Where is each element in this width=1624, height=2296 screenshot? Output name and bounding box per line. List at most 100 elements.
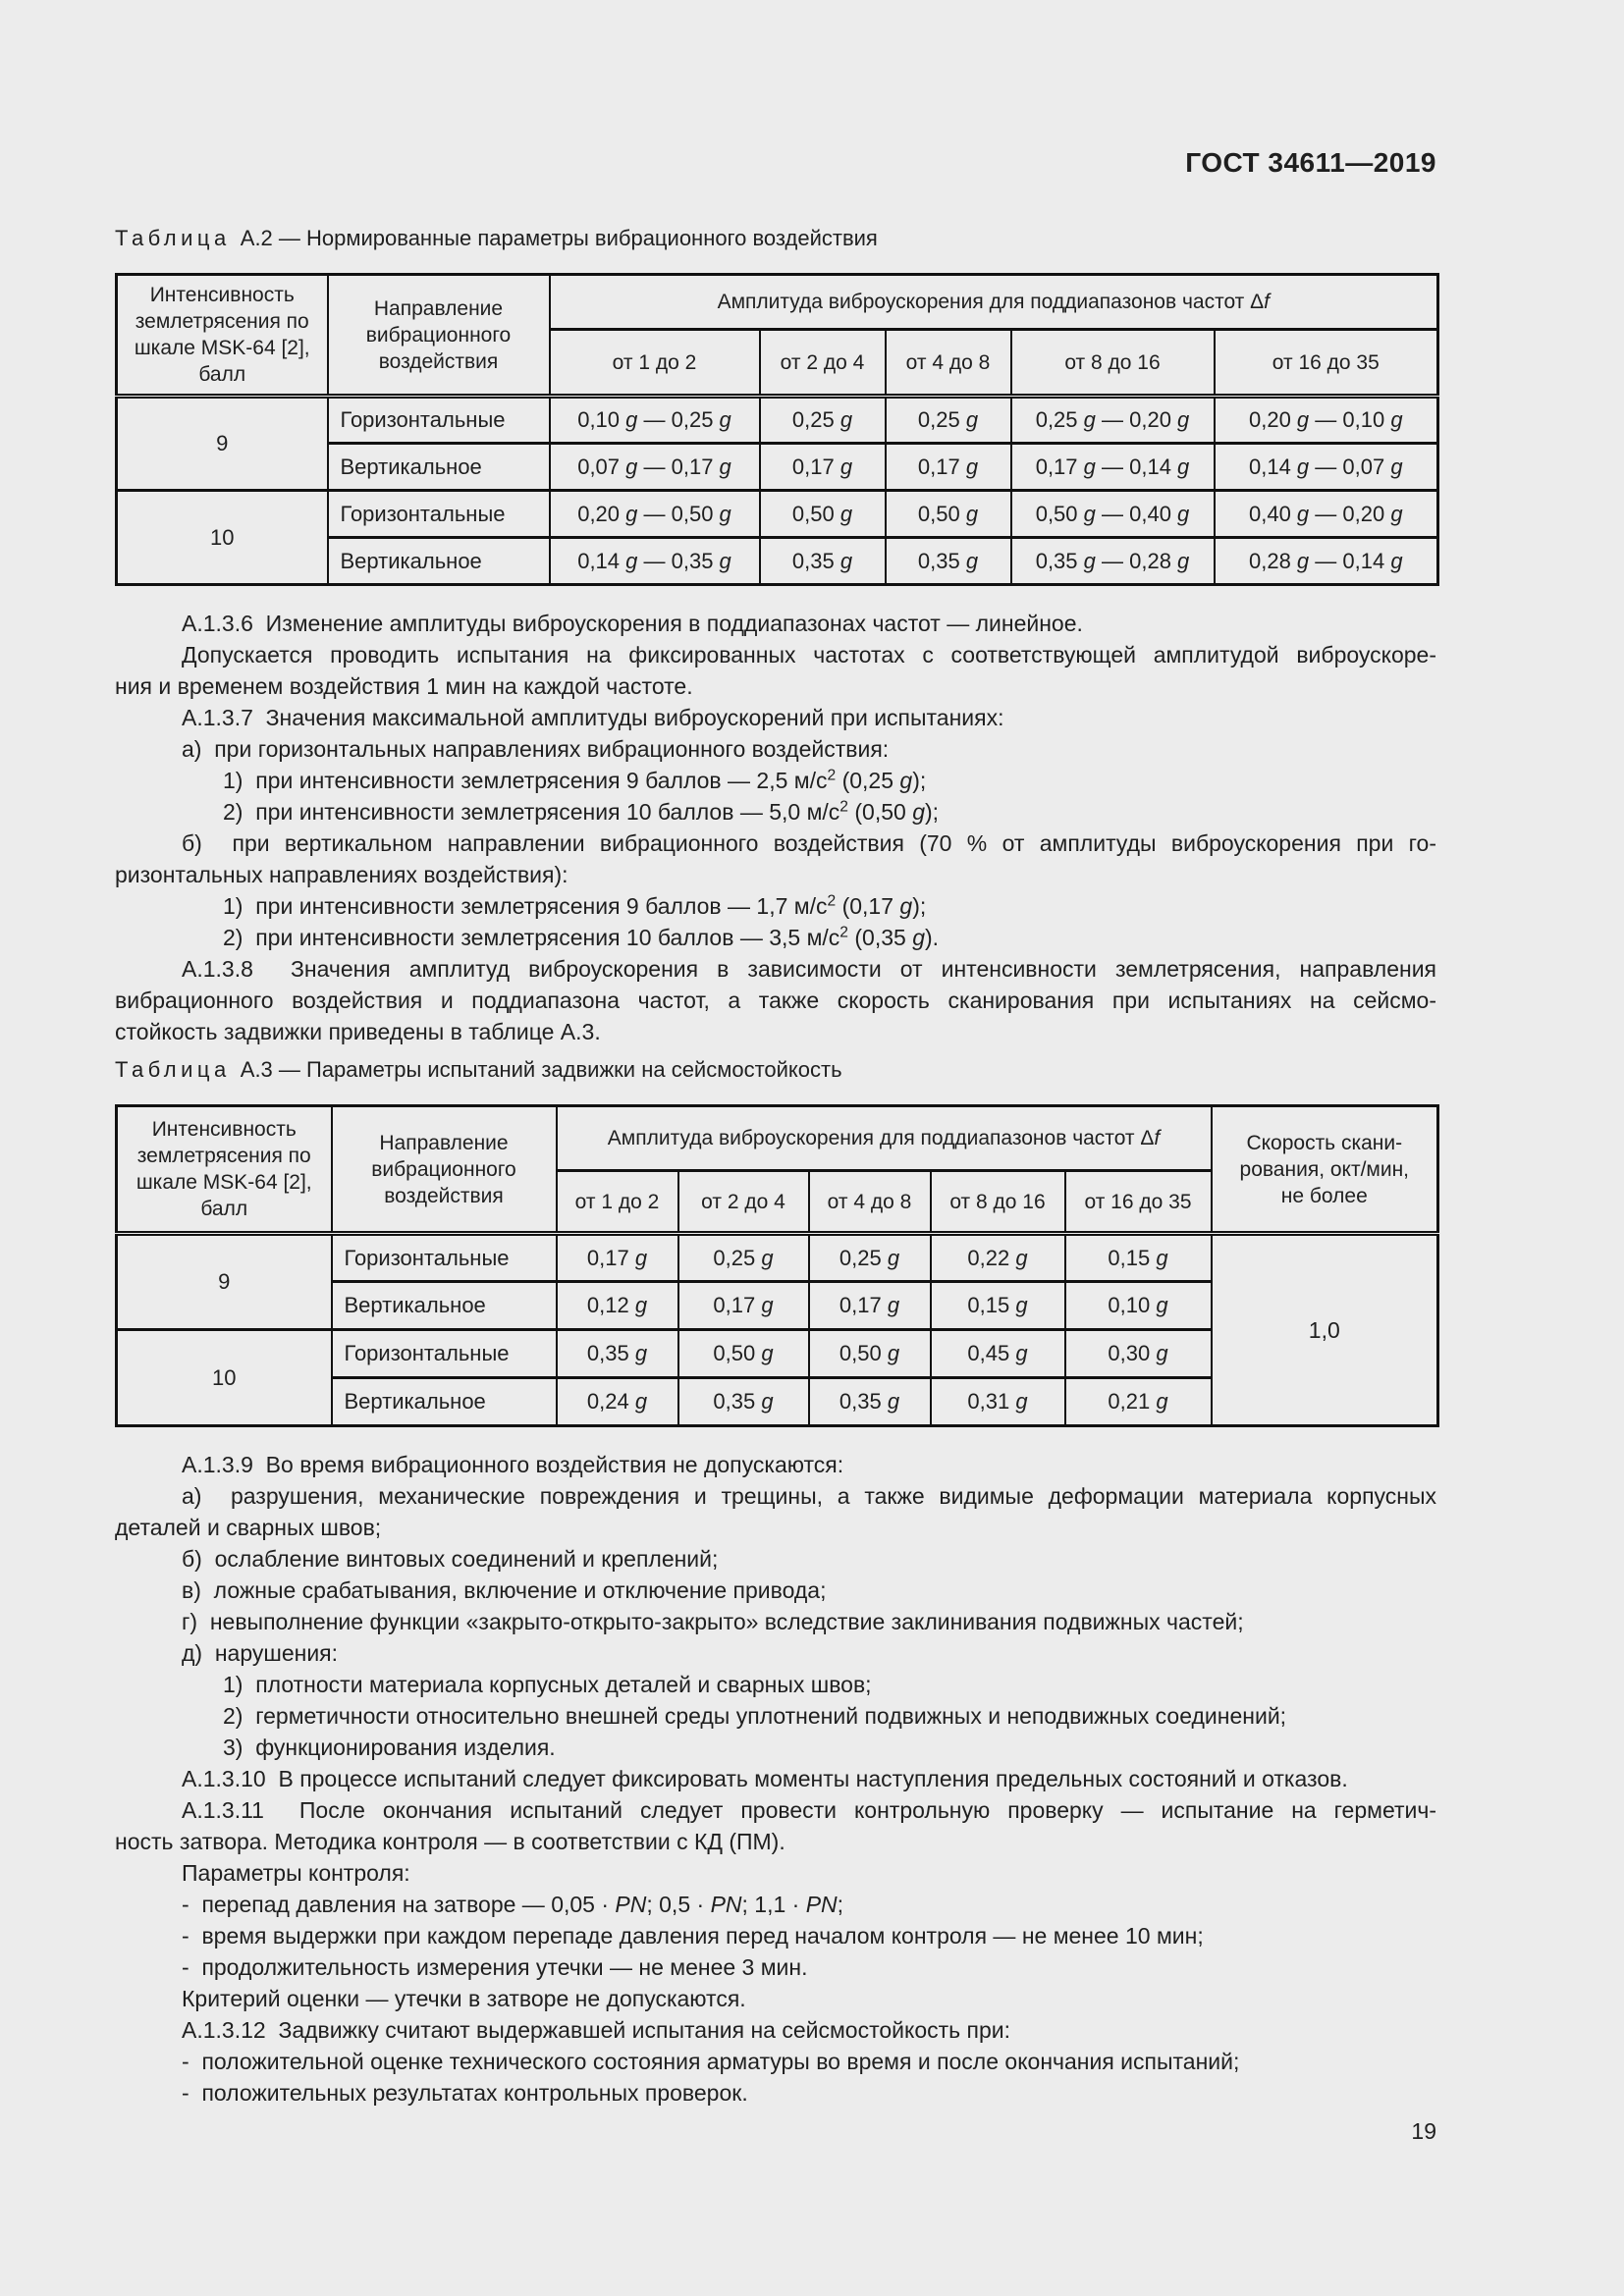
table-row: Вертикальное 0,14 g — 0,35 g 0,35 g 0,35… bbox=[117, 536, 1439, 586]
paragraph-line: б) при вертикальном направлении вибрацио… bbox=[182, 830, 1436, 856]
header-subrange: от 1 до 2 bbox=[548, 328, 761, 399]
paragraph-line: вибрационного воздействия и поддиапазона… bbox=[115, 988, 1436, 1013]
value-cell: 0,12 g bbox=[555, 1280, 679, 1331]
paragraph-line: - перепад давления на затворе — 0,05 · P… bbox=[182, 1892, 844, 1917]
paragraph-line: А.1.3.12 Задвижку считают выдержавшей ис… bbox=[182, 2017, 1011, 2043]
value-cell: 0,45 g bbox=[929, 1328, 1066, 1379]
value-cell: 0,21 g bbox=[1063, 1376, 1213, 1427]
paragraph-line: деталей и сварных швов; bbox=[115, 1515, 382, 1540]
value-cell: 0,25 g bbox=[807, 1232, 932, 1283]
paragraph-line: Допускается проводить испытания на фикси… bbox=[182, 642, 1436, 667]
paragraph-line: д) нарушения: bbox=[182, 1640, 339, 1666]
header-subrange: от 8 до 16 bbox=[929, 1169, 1066, 1236]
value-cell: 0,31 g bbox=[929, 1376, 1066, 1427]
value-cell: 0,35 g bbox=[807, 1376, 932, 1427]
header-cell-amplitude: Амплитуда виброускорения для поддиапазон… bbox=[555, 1104, 1213, 1172]
paragraph-line: 2) при интенсивности землетрясения 10 ба… bbox=[223, 924, 940, 950]
paragraph-line: Параметры контроля: bbox=[182, 1860, 410, 1886]
paragraph-line: 1) плотности материала корпусных деталей… bbox=[223, 1672, 872, 1697]
paragraph-line: А.1.3.10 В процессе испытаний следует фи… bbox=[182, 1766, 1348, 1791]
value-cell: 0,14 g — 0,35 g bbox=[548, 536, 761, 586]
value-cell: 0,50 g bbox=[807, 1328, 932, 1379]
value-cell: 0,14 g — 0,07 g bbox=[1213, 442, 1439, 492]
value-cell: 0,40 g — 0,20 g bbox=[1213, 489, 1439, 539]
value-cell: 0,20 g — 0,50 g bbox=[548, 489, 761, 539]
header-cell-direction: Направление вибрационного воздействия bbox=[330, 1104, 558, 1236]
value-cell: 0,35 g — 0,28 g bbox=[1009, 536, 1216, 586]
paragraph-line: А.1.3.9 Во время вибрационного воздейств… bbox=[182, 1452, 844, 1477]
header-cell-scan-speed: Скорость скани- рования, окт/мин, не бол… bbox=[1210, 1104, 1439, 1236]
header-subrange: от 4 до 8 bbox=[884, 328, 1012, 399]
table-caption-text: А.2 — Нормированные параметры вибрационн… bbox=[240, 226, 878, 250]
table-row: 10 Горизонтальные 0,20 g — 0,50 g 0,50 g… bbox=[115, 489, 1439, 586]
paragraph-line: - положительных результатах контрольных … bbox=[182, 2080, 748, 2106]
value-cell: 0,17 g bbox=[807, 1280, 932, 1331]
table-row: Вертикальное 0,07 g — 0,17 g 0,17 g 0,17… bbox=[117, 442, 1439, 492]
paragraph-line: А.1.3.7 Значения максимальной амплитуды … bbox=[182, 705, 1004, 730]
value-cell: 0,50 g bbox=[677, 1328, 810, 1379]
value-cell: 0,17 g bbox=[555, 1232, 679, 1283]
direction-cell: Горизонтальные bbox=[326, 489, 551, 539]
table-row: Вертикальное 0,24 g 0,35 g 0,35 g 0,31 g… bbox=[117, 1376, 1438, 1427]
header-subrange: от 2 до 4 bbox=[758, 328, 887, 399]
table-a2-caption: Таблица А.2 — Нормированные параметры виб… bbox=[115, 226, 1436, 251]
standard-number-header: ГОСТ 34611—2019 bbox=[1185, 147, 1436, 178]
intensity-cell: 10 bbox=[115, 1328, 333, 1427]
direction-cell: Горизонтальные bbox=[326, 395, 551, 445]
scan-speed-cell: 1,0 bbox=[1210, 1232, 1439, 1427]
direction-cell: Вертикальное bbox=[330, 1376, 558, 1427]
value-cell: 0,35 g bbox=[555, 1328, 679, 1379]
header-cell-intensity: Интенсивность землетрясения по шкале MSK… bbox=[115, 273, 329, 399]
intensity-cell: 10 bbox=[115, 489, 329, 586]
value-cell: 0,25 g bbox=[884, 395, 1012, 445]
header-cell-intensity: Интенсивность землетрясения по шкале MSK… bbox=[115, 1104, 333, 1236]
table-row: 9 Горизонтальные 0,17 g 0,25 g 0,25 g 0,… bbox=[115, 1232, 1439, 1427]
intensity-cell: 9 bbox=[115, 395, 329, 492]
clause-text-block: А.1.3.6 Изменение амплитуды виброускорен… bbox=[115, 608, 1436, 1047]
value-cell: 0,35 g bbox=[758, 536, 887, 586]
header-cell-direction: Направление вибрационного воздействия bbox=[326, 273, 551, 399]
paragraph-line: 1) при интенсивности землетрясения 9 бал… bbox=[223, 767, 927, 793]
direction-cell: Горизонтальные bbox=[330, 1232, 558, 1283]
value-cell: 0,17 g bbox=[884, 442, 1012, 492]
value-cell: 0,10 g bbox=[1063, 1280, 1213, 1331]
table-row: Вертикальное 0,12 g 0,17 g 0,17 g 0,15 g… bbox=[117, 1280, 1438, 1331]
paragraph-line: А.1.3.11 После окончания испытаний следу… bbox=[182, 1797, 1436, 1823]
value-cell: 0,50 g bbox=[758, 489, 887, 539]
header-subrange: от 1 до 2 bbox=[555, 1169, 679, 1236]
paragraph-line: 1) при интенсивности землетрясения 9 бал… bbox=[223, 892, 927, 919]
paragraph-line: 3) функционирования изделия. bbox=[223, 1735, 556, 1760]
value-cell: 0,35 g bbox=[677, 1376, 810, 1427]
value-cell: 0,25 g bbox=[758, 395, 887, 445]
direction-cell: Вертикальное bbox=[326, 536, 551, 586]
paragraph-line: ность затвора. Методика контроля — в соо… bbox=[115, 1829, 785, 1854]
paragraph-line: в) ложные срабатывания, включение и откл… bbox=[182, 1577, 827, 1603]
clause-text-block: А.1.3.9 Во время вибрационного воздейств… bbox=[115, 1449, 1436, 2109]
table-caption-label: Таблица bbox=[115, 226, 231, 250]
value-cell: 0,07 g — 0,17 g bbox=[548, 442, 761, 492]
value-cell: 0,50 g bbox=[884, 489, 1012, 539]
value-cell: 0,17 g bbox=[758, 442, 887, 492]
paragraph-line: стойкость задвижки приведены в таблице А… bbox=[115, 1019, 601, 1044]
value-cell: 0,24 g bbox=[555, 1376, 679, 1427]
header-cell-amplitude: Амплитуда виброускорения для поддиапазон… bbox=[548, 273, 1439, 331]
paragraph-line: Критерий оценки — утечки в затворе не до… bbox=[182, 1986, 746, 2011]
direction-cell: Горизонтальные bbox=[330, 1328, 558, 1379]
header-subrange: от 2 до 4 bbox=[677, 1169, 810, 1236]
paragraph-line: А.1.3.8 Значения амплитуд виброускорения… bbox=[182, 956, 1436, 982]
table-a3-caption: Таблица А.3 — Параметры испытаний задвижк… bbox=[115, 1057, 1436, 1083]
value-cell: 0,10 g — 0,25 g bbox=[548, 395, 761, 445]
table-caption-text: А.3 — Параметры испытаний задвижки на се… bbox=[240, 1057, 842, 1082]
direction-cell: Вертикальное bbox=[330, 1280, 558, 1331]
paragraph-line: а) при горизонтальных направлениях вибра… bbox=[182, 736, 890, 762]
table-row: 9 Горизонтальные 0,10 g — 0,25 g 0,25 g … bbox=[115, 395, 1439, 492]
value-cell: 0,17 g — 0,14 g bbox=[1009, 442, 1216, 492]
direction-cell: Вертикальное bbox=[326, 442, 551, 492]
paragraph-line: - время выдержки при каждом перепаде дав… bbox=[182, 1923, 1204, 1949]
table-a3: Интенсивность землетрясения по шкале MSK… bbox=[115, 1104, 1440, 1427]
paragraph-line: б) ослабление винтовых соединений и креп… bbox=[182, 1546, 719, 1572]
header-subrange: от 8 до 16 bbox=[1009, 328, 1216, 399]
paragraph-line: 2) герметичности относительно внешней ср… bbox=[223, 1703, 1287, 1729]
value-cell: 0,20 g — 0,10 g bbox=[1213, 395, 1439, 445]
